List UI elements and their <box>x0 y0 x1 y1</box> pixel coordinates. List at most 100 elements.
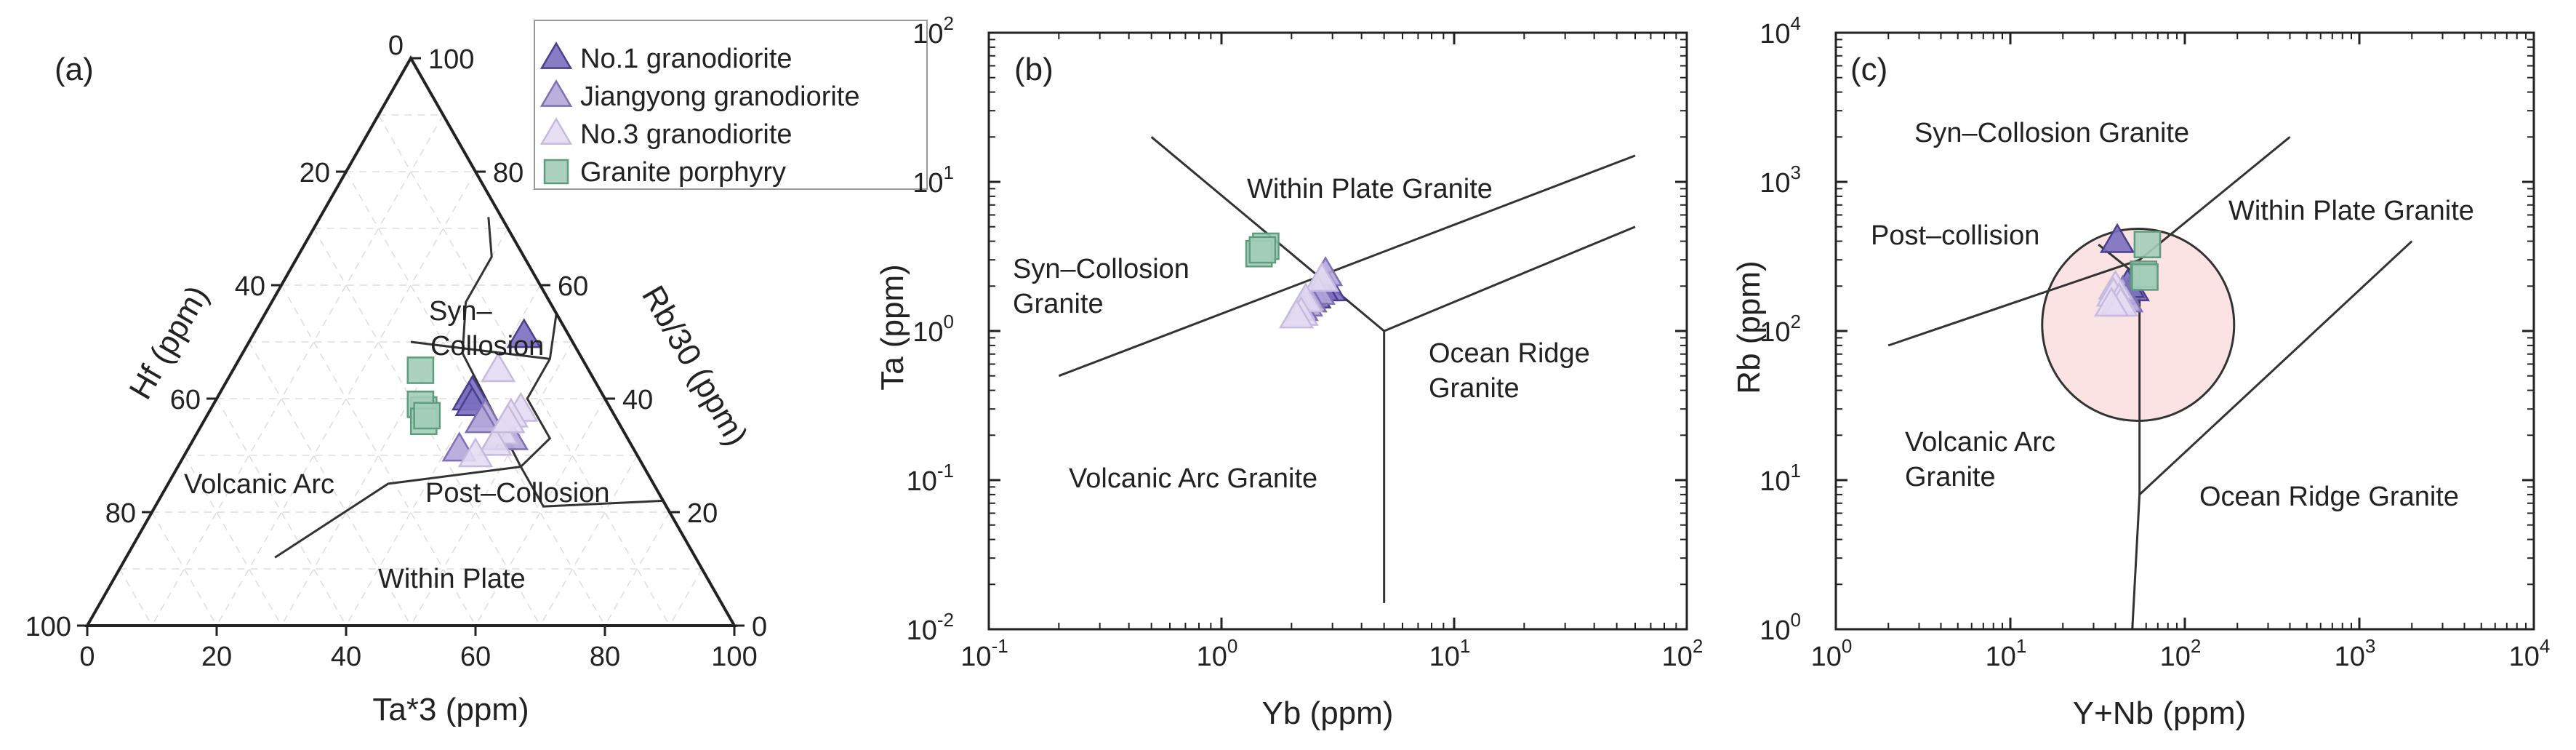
ternary-right-tick-label: 20 <box>687 498 718 529</box>
field-within-plate: Within Plate <box>378 564 526 594</box>
ternary-boundary-2 <box>461 217 522 468</box>
field-volcanic-arc-line2: Granite <box>1905 462 1996 492</box>
field-volcanic-arc-granite: Volcanic Arc Granite <box>1069 463 1317 494</box>
ternary-point-s1-1 <box>506 318 542 348</box>
b-boundary-1 <box>1150 136 1636 332</box>
legend-marker-3 <box>539 117 573 145</box>
ternary-point-s4-1 <box>406 356 435 384</box>
ternary-point-s2-2 <box>464 403 500 434</box>
ternary-boundary-3 <box>519 466 664 508</box>
ternary-right-tick-label: 100 <box>428 44 474 75</box>
field-syn-collision-line2: Collosion <box>430 331 544 362</box>
b-x-tick-label: 10-1 <box>960 635 1008 672</box>
legend-marker-2 <box>539 79 573 107</box>
field-ocean-ridge-line1: Ocean Ridge <box>1429 338 1590 369</box>
panel-label-a: (a) <box>55 52 94 87</box>
legend-label-1: No.1 granodiorite <box>580 44 793 74</box>
legend-marker-1 <box>539 41 573 69</box>
ternary-bottom-tick-label: 0 <box>79 642 95 672</box>
b-x-tick-label: 101 <box>1429 635 1471 672</box>
c-point-s4-1 <box>2133 231 2162 258</box>
y-axis-title-b: Ta (ppm) <box>875 264 910 391</box>
c-y-tick-label: 103 <box>1760 161 1801 199</box>
b-point-s3-4 <box>1278 298 1315 329</box>
c-y-tick-label: 100 <box>1760 609 1801 646</box>
legend: No.1 granodiorite Jiangyong granodiorite N… <box>534 20 928 190</box>
ternary-right-tick-label: 80 <box>493 158 523 188</box>
panel-label-b: (b) <box>1014 52 1054 87</box>
ternary-point-s4-5 <box>413 402 441 430</box>
ternary-gridline <box>151 114 444 626</box>
c-x-tick-label: 103 <box>2335 635 2376 672</box>
panel-label-c: (c) <box>1850 52 1887 87</box>
ternary-right-tick-label: 40 <box>622 385 653 415</box>
ternary-gridline <box>216 398 347 626</box>
ternary-gridline <box>119 568 153 626</box>
ternary-left-tick-label: 100 <box>25 612 71 642</box>
ternary-gridline <box>216 171 476 626</box>
b-y-tick-label: 10-1 <box>907 460 954 497</box>
field-post-collision: Post–Collosion <box>425 478 609 508</box>
ternary-bottom-tick-label: 80 <box>590 642 620 672</box>
field-post-collision: Post–collision <box>1871 220 2039 251</box>
ternary-gridline <box>475 398 606 626</box>
ternary-right-tick-label: 0 <box>752 612 767 642</box>
ternary-gridline <box>281 228 509 626</box>
legend-marker-4 <box>543 159 569 185</box>
field-volcanic-arc: Volcanic Arc <box>184 469 334 500</box>
field-syn-collision-line2: Granite <box>1013 289 1104 319</box>
ternary-point-s3-6 <box>457 437 494 468</box>
c-point-s1-1 <box>2099 223 2135 253</box>
y-axis-title-c: Rb (ppm) <box>1731 260 1767 394</box>
ternary-bottom-axis-title: Ta*3 (ppm) <box>372 692 529 727</box>
ternary-boundary-4 <box>274 466 521 559</box>
c-y-tick-label: 104 <box>1760 12 1801 49</box>
c-x-tick-label: 101 <box>1986 635 2027 672</box>
ternary-left-tick-label: 60 <box>170 385 201 415</box>
c-point-s4-3 <box>2131 263 2159 291</box>
ternary-right-tick-label: 60 <box>558 271 588 302</box>
ternary-gridline <box>151 511 217 626</box>
b-plot-frame <box>987 31 1688 631</box>
ternary-bottom-tick-label: 40 <box>331 642 361 672</box>
ternary-gridline <box>669 568 703 626</box>
x-axis-title-c: Y+Nb (ppm) <box>2073 695 2246 731</box>
ternary-left-tick-label: 40 <box>235 271 265 302</box>
field-volcanic-arc-line1: Volcanic Arc <box>1905 427 2055 458</box>
ternary-frame <box>84 55 737 627</box>
c-x-tick-label: 100 <box>1811 635 1853 672</box>
ternary-gridline <box>410 341 574 626</box>
b-x-tick-label: 102 <box>1662 635 1704 672</box>
field-ocean-ridge-granite: Ocean Ridge Granite <box>2199 482 2459 512</box>
b-point-s3-1 <box>1304 261 1340 292</box>
field-syn-collision-line1: Syn– <box>429 296 492 327</box>
b-x-tick-label: 100 <box>1197 635 1238 672</box>
ternary-left-axis-title: Hf (ppm) <box>122 279 215 405</box>
ternary-point-s3-1 <box>480 352 516 383</box>
legend-box <box>534 20 928 190</box>
ternary-right-axis-title: Rb/30 (ppm) <box>635 280 755 452</box>
field-syn-collision-line1: Syn–Collosion <box>1013 254 1189 284</box>
ternary-bottom-tick-label: 20 <box>201 642 232 672</box>
legend-label-3: No.3 granodiorite <box>580 119 793 150</box>
ternary-gridline <box>377 114 670 626</box>
ternary-gridline <box>345 171 606 626</box>
ternary-gridline <box>183 455 282 626</box>
ternary-bottom-tick-label: 60 <box>460 642 491 672</box>
ternary-left-tick-label: 20 <box>300 158 330 188</box>
ternary-gridline <box>248 341 412 626</box>
b-y-tick-label: 100 <box>912 311 954 348</box>
ternary-boundary-5 <box>410 340 550 360</box>
ternary-apex-label: 0 <box>388 31 404 61</box>
ternary-boundary-1 <box>520 313 558 468</box>
ternary-field-boundaries <box>274 217 664 559</box>
ternary-gridlines <box>119 114 703 626</box>
field-ocean-ridge-line2: Granite <box>1429 373 1520 404</box>
ternary-left-tick-label: 80 <box>105 498 136 529</box>
legend-label-4: Granite porphyry <box>580 157 786 188</box>
b-y-tick-label: 102 <box>912 12 954 49</box>
c-y-tick-label: 101 <box>1760 460 1801 497</box>
